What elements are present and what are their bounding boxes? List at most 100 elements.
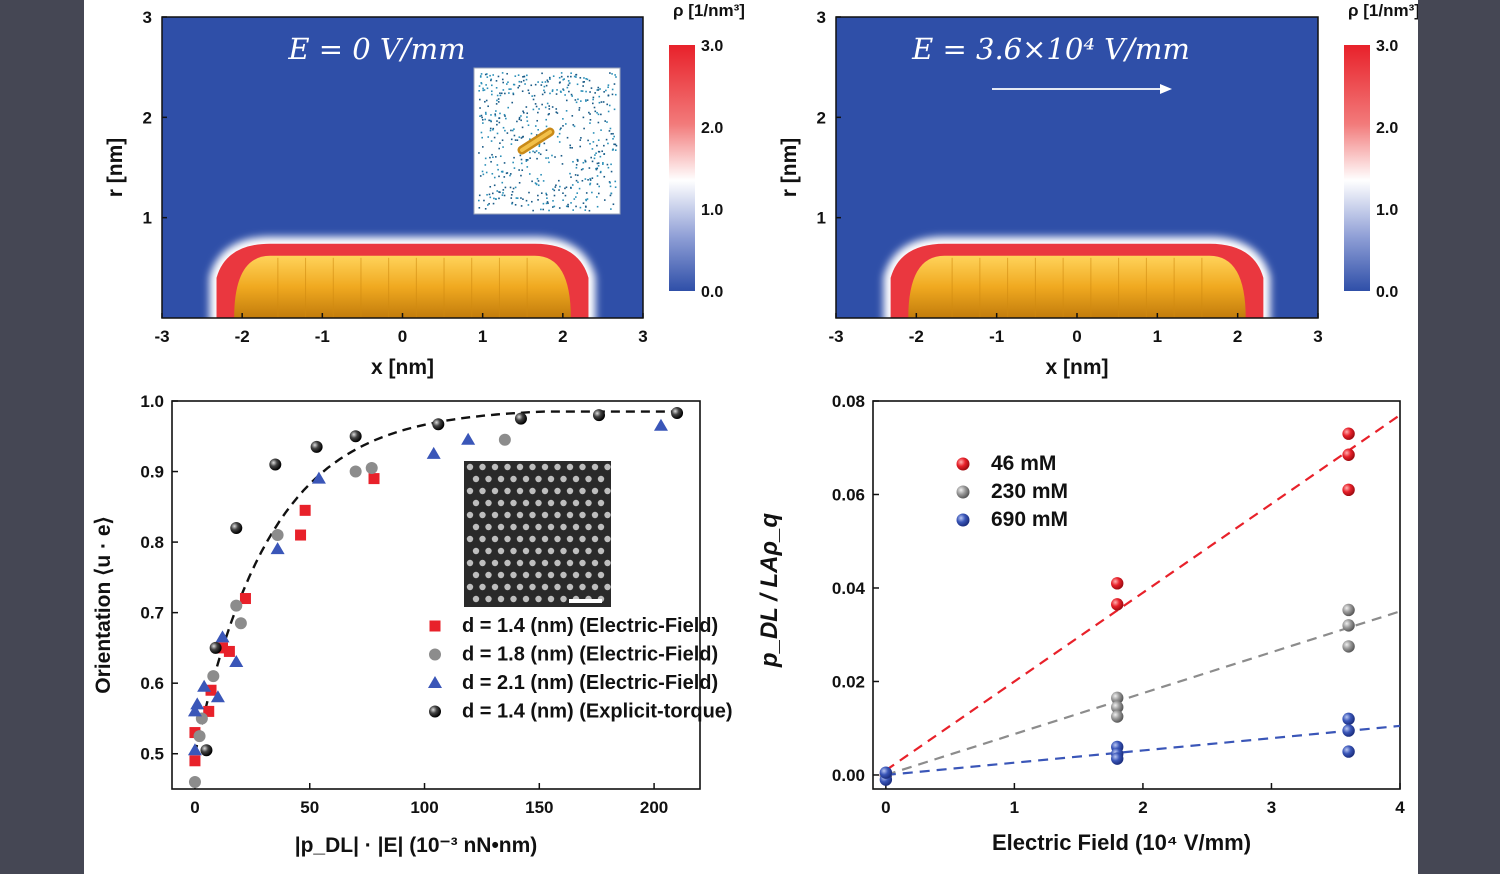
data-point	[671, 406, 684, 419]
sem-particle	[529, 583, 536, 591]
snapshot-dot	[523, 75, 526, 78]
sem-particle	[466, 559, 474, 567]
snapshot-dot	[609, 127, 612, 130]
field-annotation: E = 0 V/mm	[287, 32, 465, 66]
snapshot-dot	[509, 174, 511, 177]
snapshot-dot	[606, 103, 609, 106]
snapshot-dot	[498, 191, 500, 193]
snapshot-dot	[590, 87, 593, 89]
snapshot-dot	[594, 154, 596, 156]
snapshot-dot	[539, 153, 542, 156]
sem-particle	[535, 547, 542, 555]
sem-particle	[472, 571, 480, 579]
snapshot-dot	[498, 117, 501, 119]
snapshot-dot	[520, 81, 523, 83]
data-point	[187, 704, 202, 717]
snapshot-dot	[552, 206, 554, 208]
sem-particle	[604, 559, 611, 567]
snapshot-dot	[486, 76, 489, 78]
snapshot-dot	[486, 73, 488, 75]
snapshot-dot	[591, 160, 594, 163]
snapshot-dot	[540, 192, 543, 194]
x-tick-label: 1	[1153, 327, 1162, 346]
snapshot-dot	[527, 204, 530, 206]
legend-marker	[956, 513, 970, 527]
sem-particle	[516, 535, 524, 543]
snapshot-dot	[595, 152, 597, 155]
sem-particle	[554, 583, 561, 591]
sem-particle	[479, 463, 486, 471]
snapshot-dot	[545, 84, 548, 87]
fit-line	[885, 610, 1401, 777]
sem-particle	[466, 511, 474, 519]
snapshot-dot	[585, 192, 588, 194]
snapshot-dot	[488, 193, 491, 196]
series-3	[879, 712, 1401, 786]
snapshot-dot	[607, 94, 610, 97]
sem-particle	[566, 559, 574, 567]
snapshot-dot	[589, 122, 591, 124]
snapshot-dot	[513, 134, 516, 137]
snapshot-dot	[593, 106, 596, 109]
series-4	[200, 406, 684, 757]
sem-particle	[572, 547, 580, 555]
snapshot-dot	[482, 87, 484, 90]
colorbar-tick-label: 0.0	[701, 284, 723, 301]
snapshot-dot	[498, 197, 500, 200]
snapshot-dot	[518, 136, 521, 138]
snapshot-dot	[497, 101, 500, 103]
data-point	[188, 775, 201, 788]
heatmap-density	[209, 236, 596, 318]
colorbar	[1344, 45, 1370, 291]
snapshot-dot	[562, 78, 565, 81]
snapshot-dot	[592, 141, 595, 143]
y-tick-label: 0.00	[832, 766, 865, 785]
y-tick-label: 0.06	[832, 485, 865, 504]
data-point	[349, 430, 362, 443]
snapshot-dot	[596, 111, 598, 114]
sem-particle	[466, 487, 474, 495]
snapshot-dot	[516, 139, 519, 141]
snapshot-dot	[613, 108, 616, 111]
snapshot-dot	[499, 92, 501, 95]
x-axis-label: Electric Field (10⁴ V/mm)	[992, 830, 1251, 855]
heatmap-panel-2: -3 -2 -1 0 1 2 3 1 2 3 x [nm] r [nm] E = 3.6×10⁴ V/m…	[778, 1, 1418, 379]
snapshot-dot	[521, 90, 524, 93]
snapshot-dot	[570, 72, 572, 75]
sem-particle	[522, 523, 530, 531]
snapshot-dot	[554, 186, 557, 188]
snapshot-dot	[479, 115, 481, 117]
snapshot-dot	[488, 119, 490, 122]
snapshot-dot	[546, 201, 549, 203]
snapshot-dot	[516, 197, 519, 199]
sem-particle	[504, 511, 511, 519]
snapshot-dot	[522, 110, 524, 113]
snapshot-dot	[522, 75, 524, 78]
snapshot-dot	[504, 129, 506, 132]
sem-particle	[560, 571, 567, 579]
snapshot-dot	[574, 99, 577, 101]
snapshot-dot	[498, 121, 501, 124]
snapshot-dot	[541, 72, 543, 75]
snapshot-dot	[589, 177, 591, 180]
snapshot-dot	[479, 75, 482, 77]
data-point	[1342, 712, 1355, 726]
x-tick-label: -3	[154, 327, 169, 346]
snapshot-dot	[585, 198, 587, 201]
snapshot-dot	[547, 202, 549, 205]
snapshot-dot	[608, 130, 611, 132]
data-point	[207, 670, 220, 683]
snapshot-dot	[495, 80, 498, 82]
snapshot-dot	[597, 86, 600, 89]
snapshot-dot	[511, 191, 514, 193]
snapshot-dot	[573, 198, 576, 200]
sem-particle	[510, 547, 517, 555]
snapshot-dot	[610, 163, 612, 166]
snapshot-dot	[525, 78, 528, 81]
x-tick-label: 1	[1010, 798, 1019, 817]
x-tick-label: 150	[525, 798, 553, 817]
snapshot-dot	[582, 168, 584, 170]
sem-particle	[535, 571, 542, 579]
snapshot-dot	[567, 80, 570, 82]
data-point	[193, 730, 206, 743]
